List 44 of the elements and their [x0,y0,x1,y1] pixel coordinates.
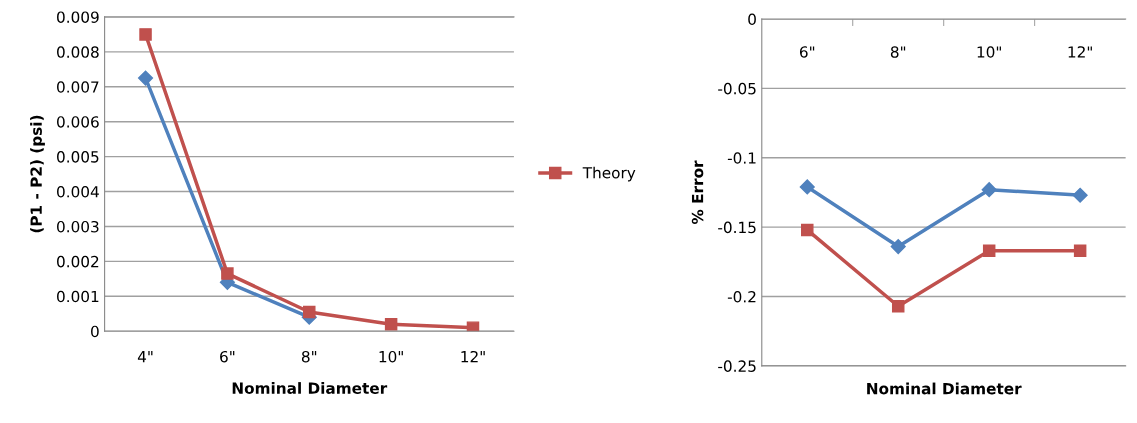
y-tick-label: 0.009 [57,11,99,23]
x-axis-title: Nominal Diameter [867,382,1022,395]
point [1073,244,1087,257]
point [890,239,906,255]
x-tick-label: 12" [461,350,485,363]
legend-label: Theory [582,166,636,182]
point [1072,187,1088,203]
y-tick-label: 0 [91,325,99,338]
point [137,70,154,86]
x-tick-label: 12" [1068,46,1092,58]
point [891,299,905,313]
x-axis-title: Nominal Diameter [232,382,388,394]
y-axis-title: (P1 - P2) (psi) [30,115,45,233]
y-tick-label: -0.05 [718,82,756,95]
y-tick-label: 0 [748,13,756,26]
y-tick-label: 0.001 [57,290,99,303]
y-tick-label: 0.008 [57,46,99,58]
point [801,223,814,237]
point [221,267,234,280]
y-tick-label: -0.25 [718,360,756,372]
y-tick-label: -0.15 [718,221,756,234]
y-tick-label: -0.2 [727,290,756,303]
point [982,244,996,257]
x-tick-label: 10" [379,350,403,363]
y-tick-label: -0.1 [727,152,756,164]
point [303,305,316,319]
point [981,182,997,198]
point [466,321,480,332]
point [139,28,152,41]
point [799,179,815,195]
x-tick-label: 8" [301,350,317,363]
point [384,317,398,331]
x-tick-label: 4" [137,351,153,363]
y-tick-label: 0.004 [57,185,99,198]
y-tick-label: 0.006 [57,116,99,128]
y-axis-title: % Error [691,160,704,225]
x-tick-label: 8" [890,46,906,58]
x-tick-label: 6" [799,46,815,58]
y-tick-label: 0.003 [57,220,99,233]
x-tick-label: 6" [220,350,235,363]
x-tick-label: 10" [977,46,1001,58]
y-tick-label: 0.005 [57,151,99,163]
y-tick-label: 0.007 [57,81,99,93]
y-tick-label: 0.002 [57,255,99,268]
